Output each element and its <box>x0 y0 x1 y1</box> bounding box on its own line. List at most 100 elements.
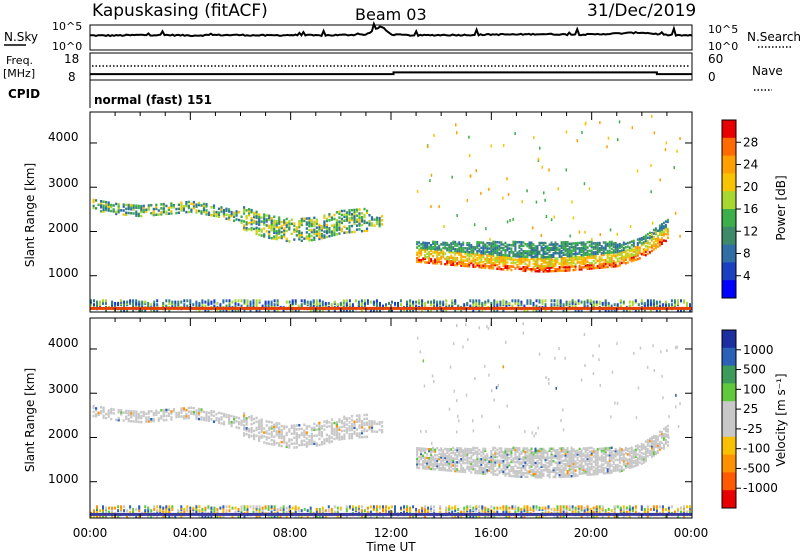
velocity-echo <box>288 428 291 431</box>
power-echo <box>598 255 601 259</box>
power-echo <box>554 246 557 250</box>
velocity-echo <box>486 454 489 458</box>
power-echo <box>542 257 545 261</box>
velocity-echo <box>544 451 547 454</box>
power-echo <box>137 212 140 216</box>
velocity-echo <box>305 427 308 430</box>
velocity-echo <box>335 433 338 436</box>
power-echo <box>636 241 639 245</box>
velocity-echo <box>313 434 316 438</box>
velocity-echo <box>303 435 306 438</box>
power-echo <box>511 299 514 303</box>
power-echo <box>554 257 557 260</box>
power-echo <box>492 240 495 244</box>
power-echo <box>472 260 475 263</box>
power-echo <box>562 269 565 272</box>
velocity-echo <box>468 465 471 469</box>
power-echo <box>510 247 513 250</box>
power-echo <box>580 300 583 304</box>
power-echo <box>268 226 271 230</box>
power-echo <box>630 259 633 263</box>
power-echo <box>480 250 483 253</box>
velocity-echo <box>207 415 211 419</box>
power-echo <box>506 257 509 261</box>
power-echo <box>634 253 637 256</box>
velocity-echo <box>243 514 246 518</box>
velocity-echo <box>288 440 291 443</box>
power-echo <box>444 247 447 250</box>
velocity-echo <box>253 421 256 425</box>
velocity-echo <box>117 410 120 414</box>
power-echo <box>448 245 451 249</box>
velocity-echo <box>370 430 374 433</box>
power-echo <box>480 251 483 255</box>
power-echo <box>574 304 577 308</box>
power-echo <box>630 247 633 250</box>
power-echo <box>650 237 653 240</box>
power-echo <box>538 250 541 254</box>
power-echo <box>590 253 593 256</box>
velocity-echo <box>300 509 303 513</box>
power-echo <box>506 261 509 264</box>
power-echo <box>524 250 527 253</box>
velocity-echo <box>145 416 148 419</box>
velocity-echo <box>105 412 108 416</box>
velocity-echo <box>466 462 469 465</box>
power-echo <box>548 264 551 268</box>
power-echo <box>582 246 585 250</box>
power-echo <box>212 204 216 207</box>
power-echo <box>458 246 461 249</box>
velocity-echo <box>504 453 507 456</box>
power-echo <box>308 233 311 236</box>
power-echo <box>278 222 281 225</box>
power-echo <box>308 237 311 240</box>
velocity-echo <box>230 424 233 428</box>
velocity-echo <box>506 454 509 458</box>
power-echo <box>436 300 439 304</box>
power-echo <box>484 300 487 304</box>
power-echo <box>330 230 333 233</box>
power-echo <box>432 240 435 244</box>
power-echo <box>434 249 437 253</box>
power-echo <box>564 258 567 262</box>
power-echo <box>542 254 545 257</box>
power-echo <box>504 261 507 264</box>
power-echo <box>664 229 667 232</box>
power-echo <box>577 299 580 303</box>
velocity-echo <box>276 507 279 511</box>
power-echo <box>243 224 246 227</box>
power-echo <box>550 253 553 257</box>
velocity-echo <box>313 422 316 426</box>
velocity-echo <box>480 457 483 461</box>
velocity-echo <box>282 505 285 509</box>
velocity-echo <box>295 438 298 441</box>
power-echo <box>430 245 433 249</box>
power-echo <box>258 233 261 236</box>
velocity-echo <box>442 463 445 466</box>
power-echo <box>462 261 465 264</box>
power-echo <box>165 212 168 216</box>
power-echo <box>560 262 563 265</box>
power-echo <box>327 301 330 305</box>
velocity-echo <box>490 462 493 465</box>
velocity-echo <box>462 452 465 456</box>
power-echo <box>162 208 165 212</box>
velocity-echo <box>422 447 425 450</box>
power-echo <box>542 241 545 245</box>
power-echo <box>564 257 567 260</box>
velocity-echo <box>138 505 141 509</box>
power-echo <box>152 207 155 211</box>
velocity-echo <box>528 452 531 456</box>
power-echo <box>566 249 569 253</box>
power-echo <box>300 239 303 243</box>
power-echo <box>198 301 201 305</box>
power-echo <box>486 247 489 250</box>
velocity-echo <box>358 434 361 437</box>
velocity-echo <box>498 470 501 473</box>
power-echo <box>293 228 296 231</box>
velocity-echo <box>442 465 445 468</box>
power-echo <box>598 257 601 261</box>
velocity-echo <box>534 461 537 465</box>
velocity-echo <box>548 475 551 479</box>
velocity-echo <box>248 433 251 437</box>
